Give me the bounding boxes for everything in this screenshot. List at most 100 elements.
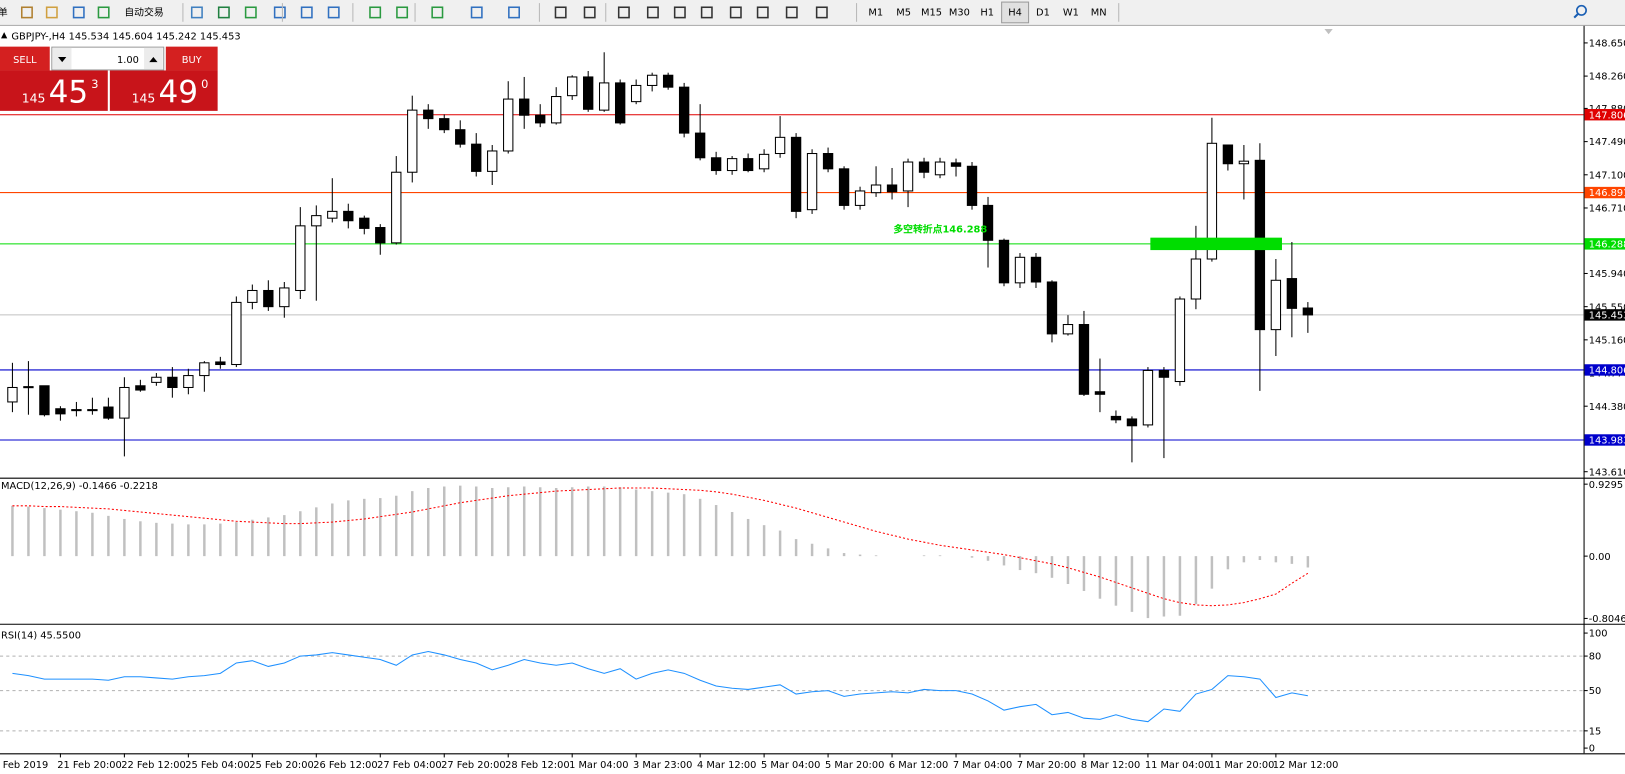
candle-body (950, 162, 962, 167)
level-label: 146.288 (1589, 239, 1625, 250)
candle-body (519, 98, 530, 116)
candle-body (934, 161, 946, 176)
candle-body (103, 406, 114, 419)
timeframe-button[interactable]: H1 (980, 8, 994, 19)
sell-label: SELL (13, 55, 37, 66)
y-tick-label: 148.260 (1589, 72, 1625, 83)
bid-pip: 3 (91, 77, 98, 91)
menu-fragment[interactable]: 单 (0, 7, 8, 19)
macd-signal-line (12, 487, 1309, 607)
timeframe-button[interactable]: W1 (1063, 8, 1079, 19)
candle-body (822, 153, 834, 170)
ask-prefix: 145 (132, 91, 156, 106)
timeframe-button[interactable]: M15 (921, 8, 942, 19)
candle-body (407, 109, 418, 173)
timeframe-button[interactable]: H4 (1008, 8, 1022, 19)
shift-marker (1324, 29, 1333, 35)
candle-body (471, 143, 482, 172)
macd-main: -0.1466 (79, 481, 117, 492)
x-tick-label: 22 Feb 12:00 (121, 760, 185, 771)
candle-body (742, 158, 754, 172)
bid-prefix: 145 (22, 91, 46, 106)
turning-point-bar (1150, 237, 1282, 251)
candle-body (1030, 256, 1042, 283)
timeframe-active (1001, 1, 1030, 24)
buy-button[interactable] (165, 46, 218, 71)
candle-body (966, 165, 978, 206)
level-label-bg (1584, 238, 1625, 250)
toolbar-icons: M1 M5 M15 M30 H1 H4 D1 W1 MN (20, 1, 1120, 24)
timeframe-button[interactable]: M1 (868, 8, 883, 19)
price-label: 145.453 (1589, 311, 1625, 322)
one-click-trading: SELL 1.00 BUY 145 45 3 145 49 0 (0, 46, 218, 111)
toolbar-icon (244, 6, 257, 19)
search-button[interactable] (1575, 4, 1587, 16)
candle-body (39, 385, 50, 416)
y-tick-label: 148.650 (1589, 39, 1625, 50)
toolbar-icon (583, 6, 596, 19)
candle-body (215, 361, 226, 366)
candle-body (247, 289, 258, 303)
bid-box[interactable] (0, 70, 108, 111)
candle-body (87, 409, 98, 412)
candle-body (998, 239, 1010, 284)
macd-header: MACD(12,26,9) -0.1466 -0.2218 (1, 481, 158, 492)
ask-price: 145 49 0 (132, 75, 209, 111)
y-tick-label: -0.8046 (1589, 614, 1625, 625)
candle-body (982, 204, 994, 241)
auto-trading-label[interactable]: 自动交易 (124, 6, 163, 19)
bid-price: 145 45 3 (22, 75, 99, 111)
timeframe-button[interactable]: M5 (896, 8, 911, 19)
candle-body (23, 386, 34, 389)
level-label: 147.806 (1589, 110, 1625, 121)
timeframe-button[interactable]: MN (1091, 8, 1107, 19)
candle-body (1014, 256, 1026, 284)
candle-body (199, 362, 210, 377)
candle-body (151, 376, 162, 383)
rsi-last: 45.5500 (40, 630, 81, 641)
candle-body (806, 153, 818, 211)
header-arrow[interactable] (1, 32, 8, 39)
y-tick-label: 147.100 (1589, 170, 1625, 181)
toolbar-icon (646, 6, 659, 19)
sell-button[interactable] (0, 46, 50, 71)
x-tick-label: 3 Mar 23:00 (633, 760, 692, 771)
toolbar-icon (431, 6, 444, 19)
x-tick-label: 21 Feb 20:00 (57, 760, 121, 771)
rsi-name: RSI(14) (1, 630, 37, 641)
toolbar-icon (190, 6, 203, 19)
candle-body (439, 118, 450, 131)
x-tick-label: 4 Mar 12:00 (697, 760, 756, 771)
candle-body (1062, 324, 1074, 335)
candle-body (646, 74, 658, 86)
candle-body (726, 158, 738, 172)
candle-body (167, 376, 178, 388)
toolbar-icon (700, 6, 713, 19)
x-tick-label: 25 Feb 20:00 (249, 760, 313, 771)
candle-body (71, 409, 82, 412)
candle-body (55, 408, 66, 415)
chart-header: GBPJPY-,H4 145.534 145.604 145.242 145.4… (11, 31, 240, 42)
y-tick-label: 145.550 (1589, 302, 1625, 313)
toolbar (0, 0, 1625, 25)
y-tick-label: 0.00 (1589, 552, 1611, 563)
ask-big: 49 (158, 75, 198, 111)
timeframe-button[interactable]: M30 (949, 8, 970, 19)
y-tick-label: 143.610 (1589, 467, 1625, 478)
x-tick-label: 27 Feb 20:00 (441, 760, 505, 771)
level-label-bg (1584, 109, 1625, 121)
candle-body (1142, 369, 1154, 426)
lot-input[interactable] (51, 46, 165, 71)
close: 145.453 (200, 31, 241, 42)
candle-body (487, 150, 498, 172)
symbol: GBPJPY-,H4 (11, 31, 65, 42)
y-tick-label: 80 (1589, 652, 1602, 663)
candle-body (583, 76, 594, 110)
ask-box[interactable] (109, 70, 218, 111)
open: 145.534 (69, 31, 110, 42)
candle-body (359, 217, 370, 229)
candle-body (1222, 144, 1234, 165)
timeframe-button[interactable]: D1 (1036, 8, 1050, 19)
candle-body (1238, 160, 1250, 165)
